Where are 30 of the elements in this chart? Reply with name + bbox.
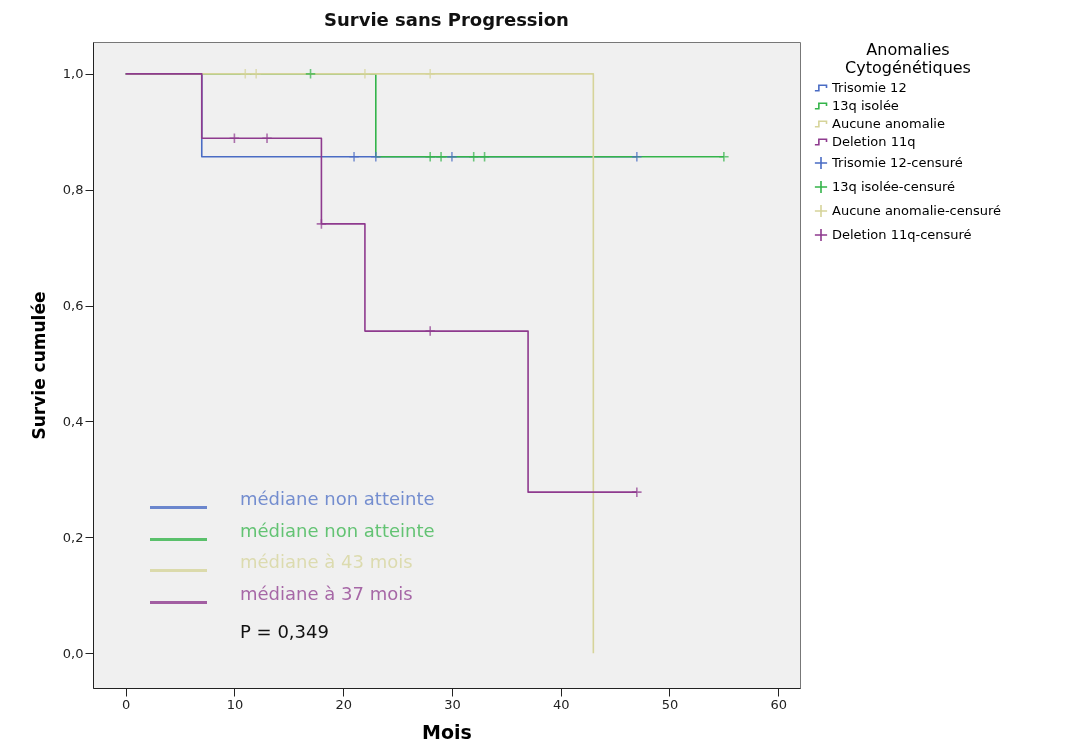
legend-label: Deletion 11q [832,134,916,149]
legend-label: Aucune anomalie-censuré [832,203,1002,218]
x-tick-label: 10 [226,696,244,712]
y-tick-label: 0,6 [62,298,84,314]
annotation: médiane à 37 mois [240,582,413,604]
y-tick-label: 0,4 [62,413,84,429]
legend-title: Anomalies Cytogénétiques [845,40,971,77]
legend-label: Trisomie 12-censuré [831,155,963,170]
x-axis-title: Mois [422,720,472,743]
x-tick-label: 20 [335,696,352,712]
x-tick-label: 0 [121,696,131,712]
y-tick-label: 0,8 [62,182,84,198]
annotation: médiane à 43 mois [240,551,413,572]
legend-label: 13q isolée [832,98,899,113]
x-tick-label: 50 [661,696,679,712]
chart-title: Survie sans Progression [324,9,569,30]
x-tick-label: 40 [552,696,570,712]
legend-label: Aucune anomalie [832,116,945,131]
x-tick-label: 30 [444,696,461,712]
annotation: P = 0,349 [240,621,329,642]
annotation: médiane non atteinte [240,519,435,541]
annotation: médiane non atteinte [240,488,435,509]
y-axis-title: Survie cumulée [28,291,49,440]
x-tick-label: 60 [770,696,788,712]
legend-label: Trisomie 12 [831,80,907,95]
legend-label: 13q isolée-censuré [832,179,956,194]
y-tick-label: 0,0 [62,645,84,661]
y-tick-label: 0,2 [62,529,84,545]
legend-label: Deletion 11q-censuré [832,227,972,242]
y-tick-label: 1,0 [62,66,84,82]
